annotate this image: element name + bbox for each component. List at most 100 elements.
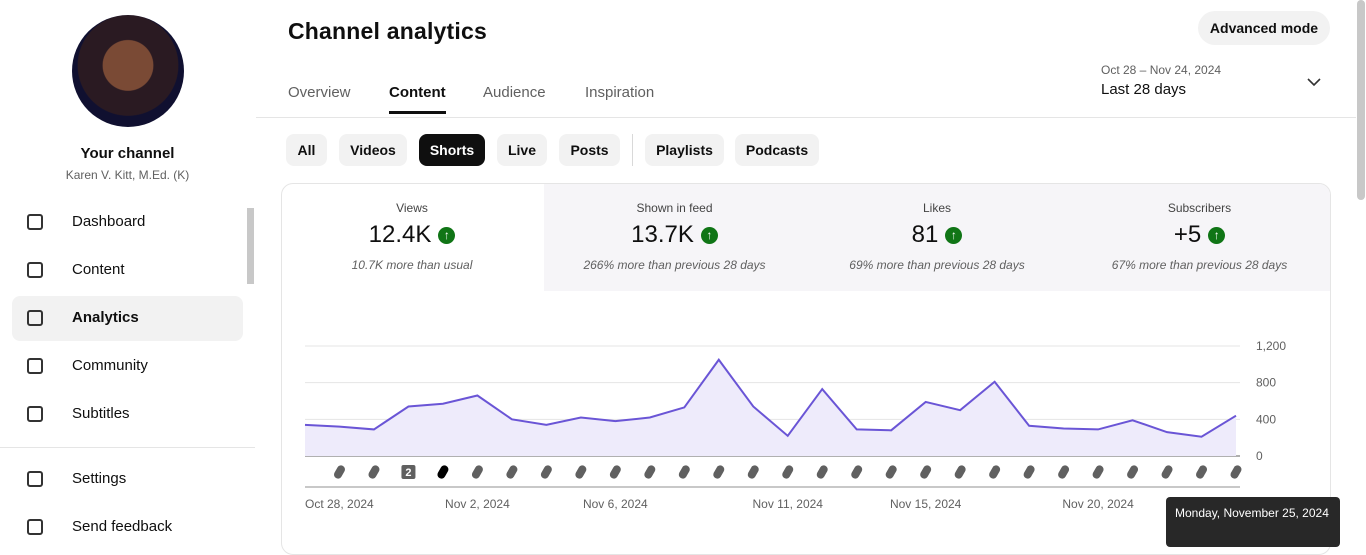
analytics-card [281, 183, 1331, 555]
metric-value: 81 ↑ [806, 221, 1068, 249]
tooltip: Monday, November 25, 2024 [1166, 497, 1340, 547]
metric-value: 13.7K ↑ [544, 221, 806, 249]
nav-item[interactable]: Analytics [72, 309, 139, 326]
metric-label: Views [396, 201, 428, 215]
chevron [1307, 78, 1321, 87]
shorts-icon [368, 465, 380, 479]
area [305, 359, 1236, 456]
avatar [72, 15, 184, 127]
metric-value: 12.4K ↑ [281, 221, 543, 249]
chart: 0 400 800 1,200 2 Oct 28, 2024 Nov 2, 2024 Nov … [304, 339, 1286, 511]
nav-icon [27, 406, 43, 422]
x-tick-label: Nov 15, 2024 [890, 497, 962, 511]
metric-note: 69% more than previous 28 days [849, 258, 1025, 272]
filter-chip[interactable]: Videos [339, 134, 407, 166]
sidebar-divider [0, 447, 255, 448]
up-arrow: ↑ [1208, 227, 1226, 244]
nav-icon [27, 519, 43, 535]
shorts-icon [575, 465, 587, 479]
x-tick-label: Nov 6, 2024 [583, 497, 648, 511]
nav-item[interactable]: Content [72, 261, 125, 278]
y-tick-label: 800 [1256, 376, 1276, 390]
x-tick-label: Nov 20, 2024 [1062, 497, 1134, 511]
header-divider [256, 117, 1356, 118]
tab[interactable]: Content [389, 84, 446, 114]
metric-note: 67% more than previous 28 days [1111, 258, 1288, 272]
x-tick-label: Oct 28, 2024 [305, 497, 374, 511]
nav-item[interactable]: Dashboard [72, 213, 146, 230]
shorts-icon [506, 465, 518, 479]
metric-value: +5 ↑ [1069, 221, 1331, 249]
filter-chip[interactable]: Playlists [645, 134, 724, 166]
nav-item[interactable]: Settings [72, 470, 127, 487]
shorts-icon [1058, 465, 1070, 479]
nav-item[interactable]: Community [72, 357, 148, 374]
nav-item[interactable]: Send feedback [72, 518, 173, 535]
date-range: Oct 28 – Nov 24, 2024 [1101, 63, 1222, 77]
shorts-icon [954, 465, 966, 479]
y-tick-label: 0 [1256, 449, 1263, 463]
shorts-icon [816, 465, 828, 479]
shorts-icon [1092, 465, 1104, 479]
y-tick-label: 400 [1256, 412, 1276, 426]
active-nav-bg [12, 296, 243, 341]
chip-divider [632, 134, 633, 166]
y-tick-label: 1,200 [1256, 339, 1286, 353]
badge: 2 [405, 467, 411, 479]
shorts-icon [1023, 465, 1035, 479]
line [304, 358, 1237, 438]
nav-icon [27, 310, 43, 326]
x-tick-label: Nov 11, 2024 [752, 497, 823, 511]
page-title: Channel analytics [288, 18, 487, 44]
shorts-icon [1127, 465, 1139, 479]
shorts-icon [644, 465, 656, 479]
filter-chip[interactable]: Live [497, 134, 547, 166]
shorts-icon [471, 465, 483, 479]
badge-bg [401, 465, 416, 479]
sidebar-scrollbar [247, 208, 254, 284]
shorts-icon [1230, 465, 1242, 479]
up-arrow: ↑ [700, 227, 718, 244]
shorts-icon [1196, 465, 1208, 479]
shorts-icon [782, 465, 794, 479]
metric-label: Shown in feed [636, 201, 713, 215]
up-arrow: ↑ [945, 227, 963, 244]
nav-icon [27, 262, 43, 278]
channel-name: Karen V. Kitt, M.Ed. (K) [65, 168, 190, 182]
shorts-icon [747, 465, 759, 479]
tab[interactable]: Inspiration [585, 84, 655, 101]
metric-note: 266% more than previous 28 days [583, 258, 766, 272]
shorts-icon [989, 465, 1001, 479]
metric-label: Subscribers [1167, 201, 1232, 215]
shorts-icon [609, 465, 621, 479]
page-scrollbar [1357, 0, 1365, 200]
nav-icon [27, 358, 43, 374]
tab[interactable]: Overview [288, 84, 351, 101]
date-dropdown[interactable] [1306, 74, 1322, 90]
up-arrow: ↑ [438, 227, 456, 244]
shorts-icon [333, 465, 345, 479]
shorts-icon [540, 465, 552, 479]
nav-item[interactable]: Subtitles [72, 405, 130, 422]
shorts-icon [678, 465, 690, 479]
advanced-mode-button[interactable]: Advanced mode [1198, 11, 1330, 45]
metric-bg [544, 184, 1330, 291]
shorts-icon [920, 465, 932, 479]
metric-label: Likes [922, 201, 951, 215]
nav-icon [27, 214, 43, 230]
nav-icon [27, 471, 43, 487]
shorts-icon [713, 465, 725, 479]
filter-chip[interactable]: Podcasts [735, 134, 819, 166]
shorts-icon [1161, 465, 1173, 479]
filter-chip[interactable]: Posts [559, 134, 620, 166]
shorts-icon [437, 465, 449, 479]
filter-chip[interactable]: All [286, 134, 327, 166]
metric-note: 10.7K more than usual [351, 258, 473, 272]
tab[interactable]: Audience [483, 84, 546, 101]
filter-chip[interactable]: Shorts [419, 134, 485, 166]
x-tick-label: Nov 2, 2024 [445, 497, 510, 511]
period: Last 28 days [1101, 81, 1187, 98]
shorts-icon [851, 465, 863, 479]
channel-title: Your channel [80, 145, 175, 162]
